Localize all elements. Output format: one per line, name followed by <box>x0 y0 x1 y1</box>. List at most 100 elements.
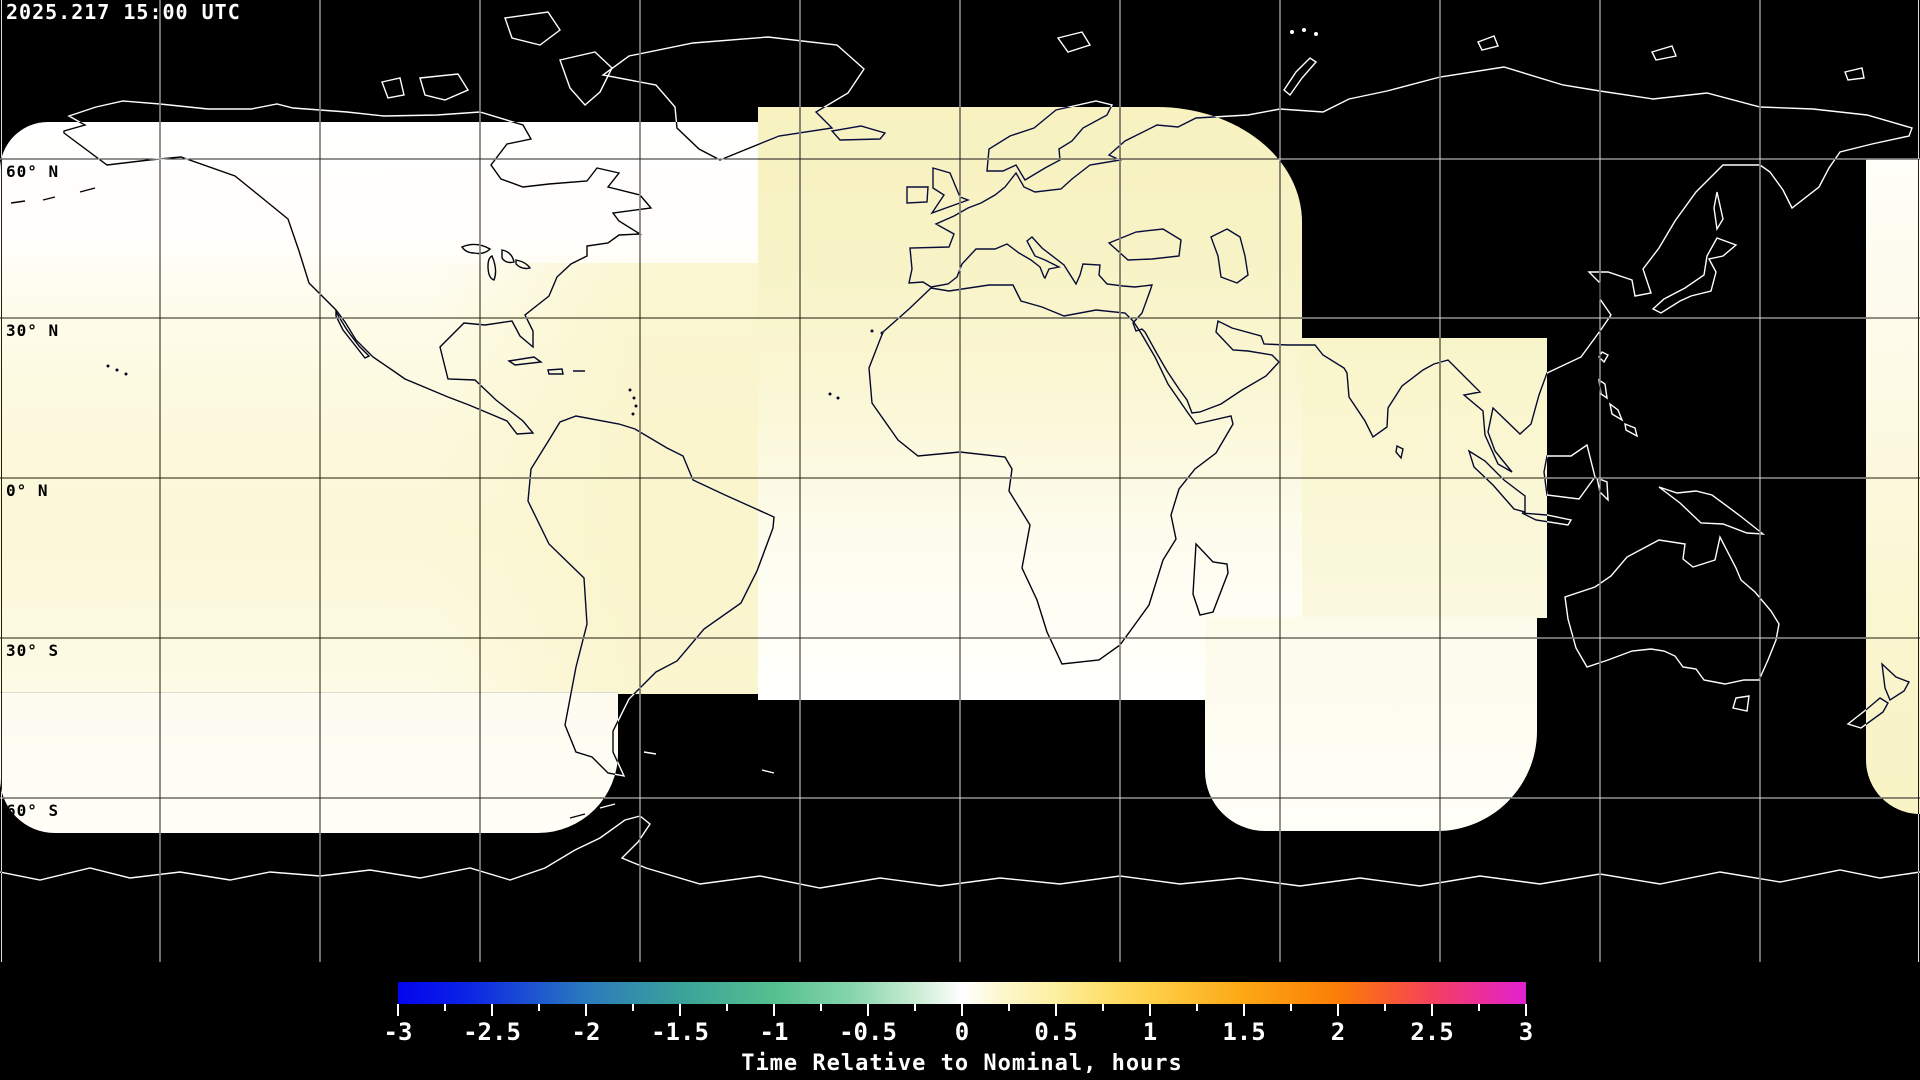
franz-josef-island <box>1302 28 1306 32</box>
hawaii-island <box>124 372 128 376</box>
coastline-sumatra <box>1467 449 1526 513</box>
colorbar-major-tick <box>585 1004 587 1016</box>
colorbar-tick-label: 0 <box>954 1018 970 1046</box>
colorbar-tick-label: -2 <box>571 1018 601 1046</box>
colorbar-tick-label: -0.5 <box>839 1018 897 1046</box>
coastline-north-america <box>63 100 653 435</box>
coastline-australia <box>1564 534 1780 685</box>
arctic-island-svalbard <box>1056 31 1092 53</box>
caspian-sea <box>1210 228 1249 284</box>
antilles-island <box>634 404 638 408</box>
colorbar-minor-tick <box>538 1004 540 1011</box>
arctic-island-novaya-zemlya <box>1283 57 1318 97</box>
colorbar-major-tick <box>867 1004 869 1016</box>
colorbar-minor-tick <box>1384 1004 1386 1011</box>
colorbar-major-tick <box>1055 1004 1057 1016</box>
coastline-baja <box>335 309 371 359</box>
latitude-label: 0° N <box>6 481 49 500</box>
coverage-swath-europe-africa <box>758 107 1302 700</box>
coastline-aleutians <box>10 187 96 204</box>
colorbar-major-tick <box>1431 1004 1433 1016</box>
latitude-label: 60° S <box>6 801 60 820</box>
latitude-label: 30° N <box>6 321 60 340</box>
colorbar-tick-label: 1.5 <box>1222 1018 1266 1046</box>
coastline-madagascar <box>1192 542 1229 616</box>
arctic-island-wrangel <box>1844 67 1865 81</box>
coastline-britain <box>930 167 971 215</box>
antilles-island <box>628 388 632 392</box>
colorbar-tick-label: -1 <box>759 1018 789 1046</box>
coastline-borneo <box>1543 443 1596 500</box>
colorbar-minor-tick <box>632 1004 634 1011</box>
coastline-new-guinea <box>1658 486 1766 535</box>
hawaii-island <box>115 368 119 372</box>
coverage-swath-south-extension <box>0 692 618 833</box>
antilles-island <box>632 396 636 400</box>
colorbar-tick-label: 1 <box>1142 1018 1158 1046</box>
antarctic-islands <box>569 803 616 819</box>
colorbar-minor-tick <box>1102 1004 1104 1011</box>
colorbar-caption: Time Relative to Nominal, hours <box>741 1051 1183 1076</box>
timestamp-label: 2025.217 15:00 UTC <box>6 0 241 24</box>
falkland-islands <box>643 751 657 755</box>
coastline-japan <box>1651 237 1738 314</box>
coastline-south-america <box>527 415 775 777</box>
coastline-africa <box>868 284 1234 665</box>
arctic-island-baffin <box>559 51 613 106</box>
coastline-caribbean <box>507 356 585 375</box>
colorbar-gradient <box>398 982 1526 1004</box>
colorbar: -3 -2.5 -2 -1.5 -1 -0.5 0 0.5 1 1.5 2 2.5 3 Time Rel… <box>384 982 1533 1080</box>
colorbar-major-tick <box>491 1004 493 1016</box>
colorbar-major-tick <box>961 1004 963 1016</box>
coastline-new-zealand <box>1846 662 1911 729</box>
canary-island <box>870 329 874 333</box>
colorbar-tick-label: 3 <box>1518 1018 1534 1046</box>
cape-verde-island <box>828 392 832 396</box>
coastline-java <box>1521 512 1573 526</box>
antilles-island <box>631 412 635 416</box>
coastline-taiwan <box>1598 351 1609 364</box>
colorbar-tick-label: 0.5 <box>1034 1018 1078 1046</box>
coastline-antarctica <box>0 815 1920 889</box>
colorbar-tick-label: 2.5 <box>1410 1018 1454 1046</box>
coastline-ireland <box>906 186 929 204</box>
coastline-scandinavia <box>986 100 1114 181</box>
colorbar-major-tick <box>679 1004 681 1016</box>
colorbar-minor-tick <box>726 1004 728 1011</box>
black-sea <box>1107 228 1182 261</box>
colorbar-minor-tick <box>1290 1004 1292 1011</box>
coastlines <box>0 11 1920 889</box>
coastline-philippines <box>1598 378 1639 438</box>
coastline-iceland <box>830 125 887 141</box>
colorbar-tick-label: 2 <box>1330 1018 1346 1046</box>
coastline-eurasia <box>908 66 1913 473</box>
latitude-label: 30° S <box>6 641 60 660</box>
colorbar-tick-label: -3 <box>383 1018 413 1046</box>
colorbar-minor-tick <box>914 1004 916 1011</box>
arctic-island-new-siberian <box>1651 45 1677 61</box>
world-map: 60° N 30° N 0° N 30° S 60° S 2025.217 15:00 … <box>0 0 1920 962</box>
arctic-island-victoria <box>419 73 470 101</box>
colorbar-minor-tick <box>1478 1004 1480 1011</box>
coastline-sulawesi <box>1596 476 1609 502</box>
colorbar-major-tick <box>397 1004 399 1016</box>
coastline-greenland <box>601 36 865 161</box>
coverage-swath-pacific-column <box>1866 159 1920 814</box>
colorbar-major-tick <box>1525 1004 1527 1016</box>
colorbar-major-tick <box>773 1004 775 1016</box>
colorbar-minor-tick <box>820 1004 822 1011</box>
hawaii-island <box>106 364 110 368</box>
coverage-swath-indian-ocean-lower <box>1205 617 1537 831</box>
colorbar-major-tick <box>1149 1004 1151 1016</box>
great-lakes <box>460 243 532 281</box>
franz-josef-island <box>1314 32 1318 36</box>
colorbar-major-tick <box>1243 1004 1245 1016</box>
colorbar-minor-tick <box>1196 1004 1198 1011</box>
colorbar-tick-label: -1.5 <box>651 1018 709 1046</box>
coastline-sri-lanka <box>1395 444 1404 460</box>
coastline-tasmania <box>1732 695 1750 712</box>
colorbar-tick-label: -2.5 <box>463 1018 521 1046</box>
colorbar-major-tick <box>1337 1004 1339 1016</box>
latitude-label: 60° N <box>6 162 60 181</box>
